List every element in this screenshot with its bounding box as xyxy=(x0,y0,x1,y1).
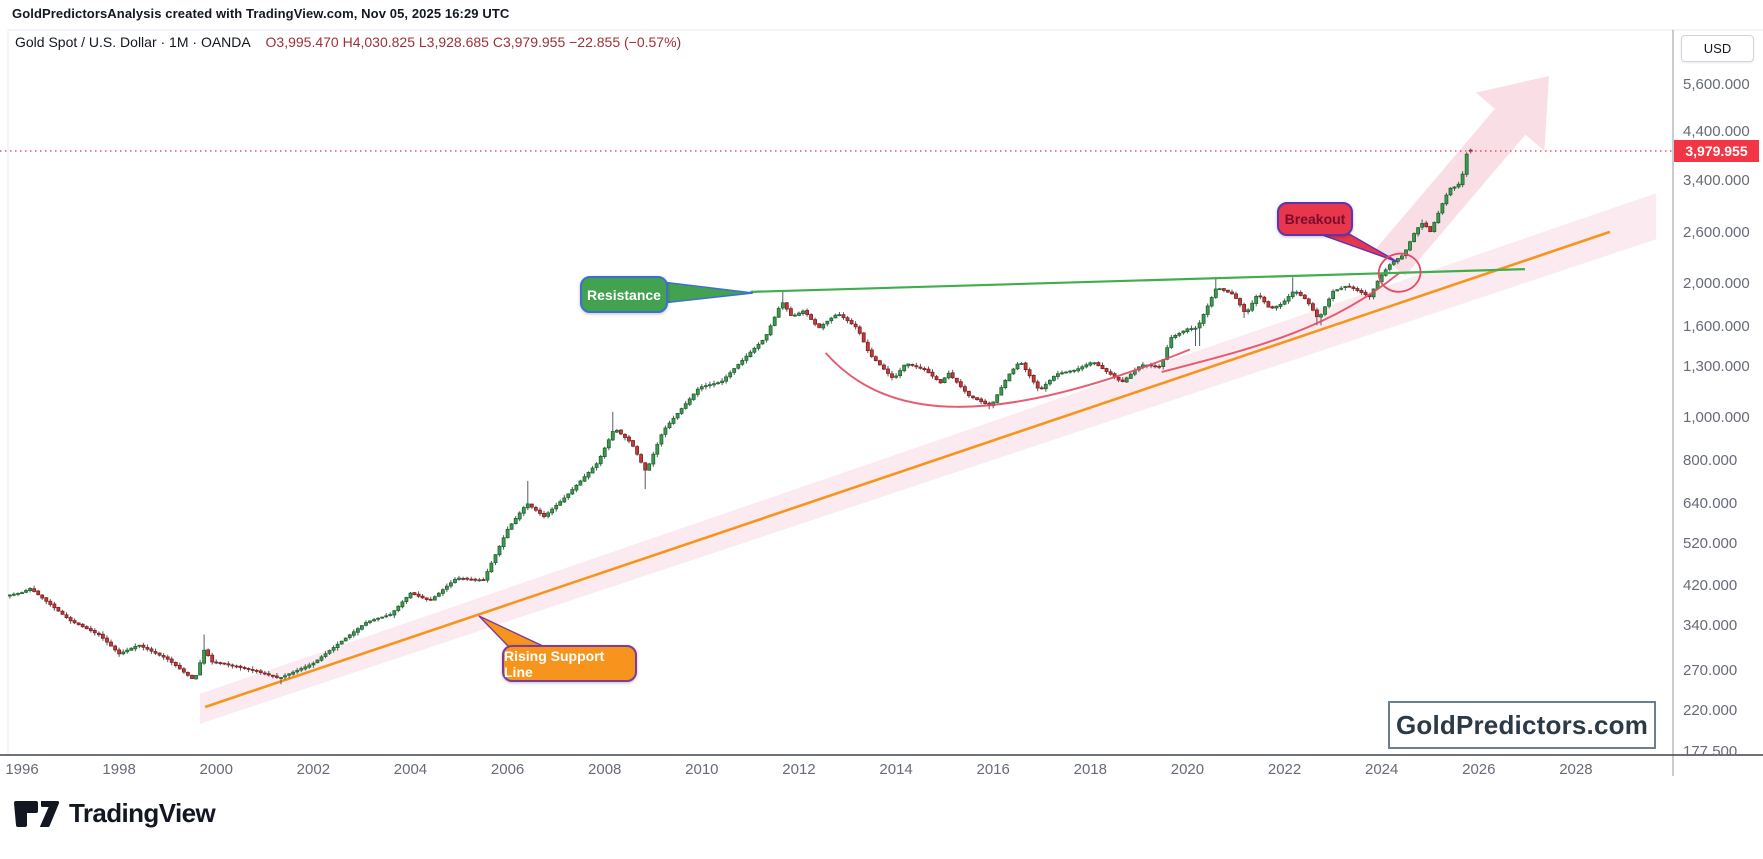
price-tick: 3,400.000 xyxy=(1683,172,1750,190)
price-tick: 220.000 xyxy=(1683,701,1738,719)
price-tick: 800.000 xyxy=(1683,452,1738,470)
year-tick: 2022 xyxy=(1267,761,1302,778)
price-tick: 520.000 xyxy=(1683,535,1738,553)
rising-support-line xyxy=(204,230,1611,709)
price-tick: 2,600.000 xyxy=(1683,224,1750,242)
saucer-arc-1 xyxy=(824,348,1191,408)
last-price-badge: 3,979.955 xyxy=(1674,139,1759,162)
attribution-text: GoldPredictorsAnalysis created with Trad… xyxy=(12,6,510,21)
tradingview-footer[interactable]: TradingView xyxy=(13,798,216,829)
price-tick: 1,600.000 xyxy=(1683,318,1750,336)
resistance-pointer xyxy=(662,281,754,304)
year-tick: 2008 xyxy=(588,761,622,778)
currency-selector[interactable]: USD xyxy=(1681,35,1754,62)
goldpredictors-watermark: GoldPredictors.com xyxy=(1388,701,1656,749)
price-tick: 2,000.000 xyxy=(1683,274,1750,292)
year-tick: 2002 xyxy=(296,761,331,778)
resistance-callout-label[interactable]: Resistance xyxy=(580,276,668,313)
breakout-circle xyxy=(1377,252,1422,293)
tradingview-logo-icon xyxy=(14,800,60,827)
price-tick: 270.000 xyxy=(1683,661,1738,679)
price-tick: 5,600.000 xyxy=(1683,76,1750,93)
ohlc-values: O3,995.470 H4,030.825 L3,928.685 C3,979.… xyxy=(265,34,682,50)
rising-support-callout-label[interactable]: Rising Support Line xyxy=(502,645,637,682)
year-tick: 2018 xyxy=(1073,761,1107,778)
price-tick: 1,000.000 xyxy=(1683,408,1750,426)
year-tick: 1998 xyxy=(102,761,136,778)
year-tick: 1996 xyxy=(5,761,39,778)
price-tick: 340.000 xyxy=(1683,617,1738,635)
year-tick: 2020 xyxy=(1170,761,1205,778)
price-tick: 420.000 xyxy=(1683,576,1738,594)
year-tick: 2010 xyxy=(685,761,719,778)
year-tick: 2000 xyxy=(199,761,233,778)
year-tick: 2016 xyxy=(976,761,1010,778)
candlestick-series xyxy=(7,148,1473,685)
year-tick: 2012 xyxy=(782,761,816,778)
price-tick: 4,400.000 xyxy=(1683,122,1750,140)
year-tick: 2028 xyxy=(1559,761,1593,778)
price-tick: 177.500 xyxy=(1683,743,1738,760)
breakout-callout-label[interactable]: Breakout xyxy=(1277,202,1353,236)
year-tick: 2026 xyxy=(1462,761,1496,778)
saucer-arc-2 xyxy=(1161,271,1401,373)
tradingview-brand-text: TradingView xyxy=(69,798,216,828)
year-tick: 2006 xyxy=(490,761,525,778)
year-tick: 2014 xyxy=(879,761,913,778)
price-tick: 640.000 xyxy=(1683,495,1738,513)
price-tick: 1,300.000 xyxy=(1683,358,1750,376)
year-tick: 2024 xyxy=(1364,761,1399,778)
resistance-line xyxy=(750,268,1525,293)
symbol-title: Gold Spot / U.S. Dollar · 1M · OANDA xyxy=(15,34,250,50)
support-pointer xyxy=(478,615,546,648)
support-channel-band xyxy=(200,193,1656,724)
year-tick: 2004 xyxy=(393,761,428,778)
symbol-legend[interactable]: Gold Spot / U.S. Dollar · 1M · OANDA O3,… xyxy=(15,34,681,50)
